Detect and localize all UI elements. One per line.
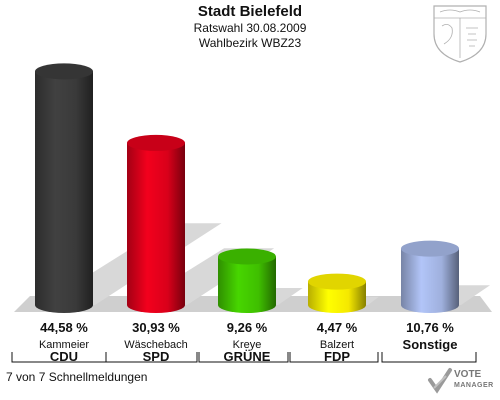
value-label: 44,58 % [40,320,88,335]
candidate-label: Kreye [232,339,262,351]
bar-top [127,134,185,151]
logo-text: VOTE MANAGER [454,369,494,391]
value-label: 10,76 % [406,320,454,335]
bar-gruene [218,248,276,313]
check-mark-icon [428,368,452,394]
candidate-label: Wäschebach [124,339,188,351]
bar-top [218,248,276,265]
party-label: CDU [49,349,79,364]
party-label: Sonstige [402,337,458,352]
candidate-label: Balzert [319,339,355,351]
bar-sonstige [401,240,459,313]
bar-body [35,71,93,313]
candidate-label: Kammeier [38,339,90,351]
category-bracket [198,352,289,363]
party-label: GRÜNE [223,349,271,364]
coat-of-arms-icon [433,5,487,63]
bar-top [35,63,93,80]
bar-top [401,240,459,257]
party-label: SPD [142,349,170,364]
bar-body [308,281,366,313]
bar-spd [127,134,185,313]
status-text: 7 von 7 Schnellmeldungen [6,370,148,384]
party-label: FDP [324,349,350,364]
bar-top [308,273,366,290]
logo-line2: MANAGER [454,382,494,389]
vote-manager-logo [428,368,452,394]
chart-title: Stadt Bielefeld [197,3,303,20]
bar-cdu [35,63,93,313]
value-label: 30,93 % [132,320,180,335]
category-bracket [289,352,379,363]
value-label: 4,47 % [316,320,358,335]
logo-line1: VOTE [454,369,482,380]
bar-body [401,248,459,313]
bar-body [127,142,185,313]
chart-subtitle: Ratswahl 30.08.2009 [193,21,307,35]
category-bracket [381,352,477,363]
chart-district: Wahlbezirk WBZ23 [198,36,302,50]
value-label: 9,26 % [226,320,268,335]
bar-body [218,256,276,313]
bar-fdp [308,273,366,313]
category-bracket [105,352,198,363]
